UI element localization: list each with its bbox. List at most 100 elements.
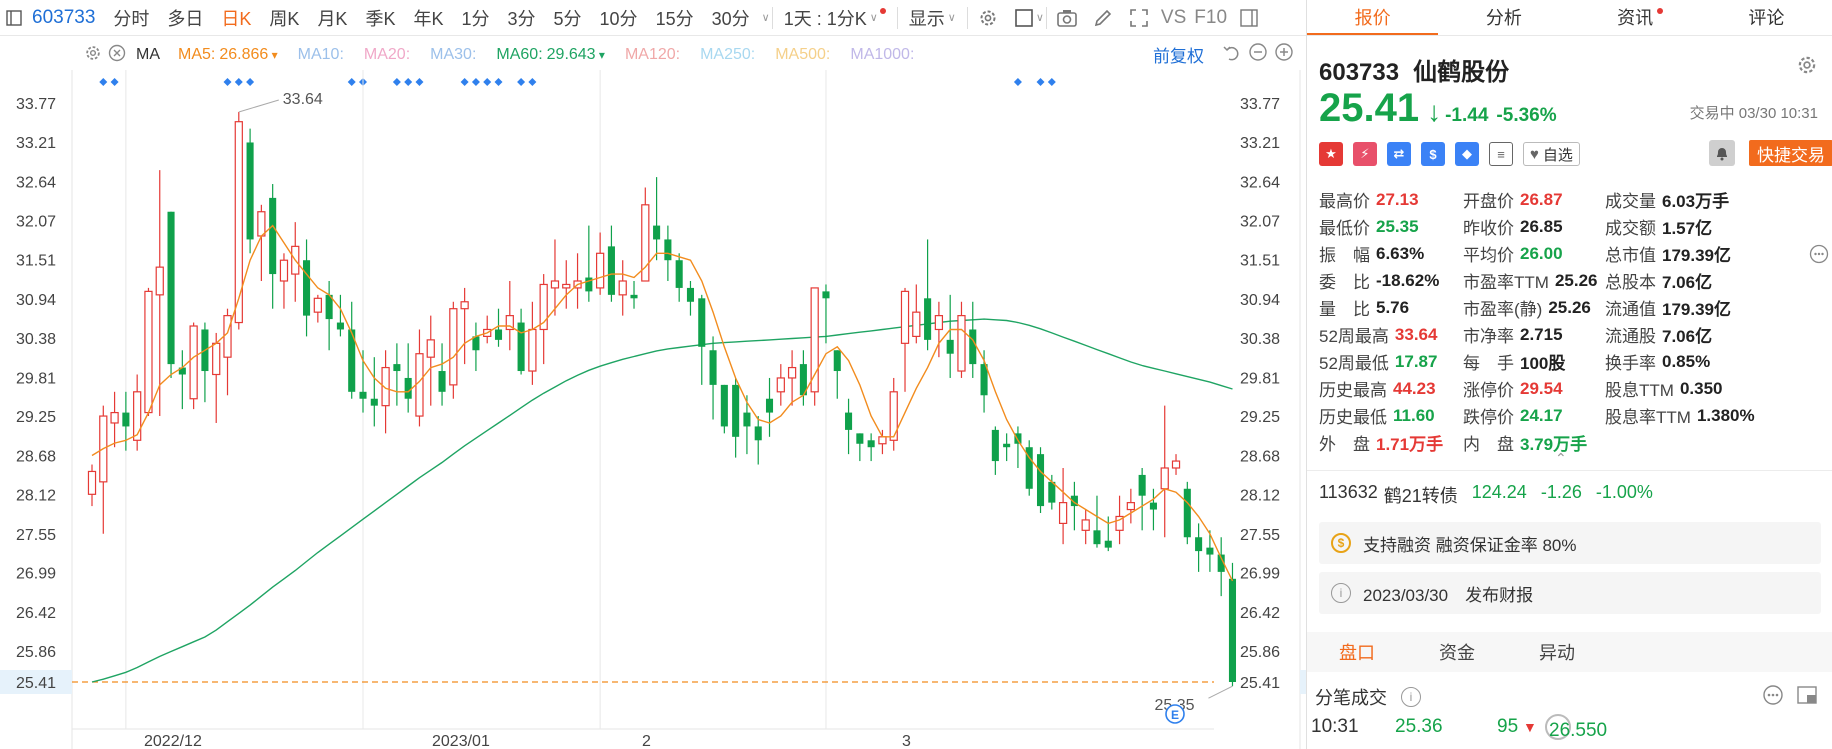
candle[interactable]: [460, 287, 469, 365]
candle[interactable]: [1104, 516, 1112, 552]
candle[interactable]: [234, 112, 243, 330]
camera-icon[interactable]: [1056, 7, 1078, 29]
candle[interactable]: [133, 374, 142, 451]
candle[interactable]: [900, 287, 910, 392]
ma-item[interactable]: MA250:: [700, 46, 755, 64]
candle[interactable]: [539, 274, 548, 365]
candle[interactable]: [787, 350, 797, 406]
candle[interactable]: [494, 308, 503, 347]
add-favorite-button[interactable]: ♥ 自选: [1523, 142, 1580, 166]
dock-icon[interactable]: [1796, 684, 1818, 711]
bottom-tab[interactable]: 资金: [1439, 643, 1475, 663]
candle[interactable]: [144, 287, 153, 417]
candle[interactable]: [765, 377, 774, 437]
event-marker-icon[interactable]: [404, 78, 413, 86]
candle[interactable]: [472, 322, 480, 372]
candle[interactable]: [269, 184, 277, 309]
ma-close-icon[interactable]: [108, 44, 126, 67]
event-marker-icon[interactable]: [471, 78, 480, 86]
candle[interactable]: [732, 377, 740, 458]
layout-box-icon[interactable]: [1013, 7, 1035, 29]
adjust-mode-button[interactable]: 前复权: [1153, 47, 1204, 66]
candle[interactable]: [303, 239, 311, 337]
candle[interactable]: [1195, 523, 1203, 572]
event-marker-icon[interactable]: [223, 78, 232, 86]
ma-item[interactable]: MA10:: [298, 46, 344, 64]
candle[interactable]: [776, 364, 785, 406]
candle[interactable]: [867, 433, 875, 462]
chevron-down-icon[interactable]: ∨: [761, 12, 770, 24]
candle[interactable]: [845, 398, 853, 455]
event-marker-icon[interactable]: [246, 78, 255, 86]
period-tab[interactable]: 日K: [221, 8, 252, 29]
candle[interactable]: [122, 391, 130, 451]
ma-item[interactable]: MA500:: [775, 46, 830, 64]
margin-info-box[interactable]: $ 支持融资 融资保证金率 80%: [1319, 522, 1821, 564]
candle[interactable]: [393, 343, 401, 406]
event-marker-icon[interactable]: [415, 78, 424, 86]
period-tab[interactable]: 月K: [317, 8, 348, 29]
candle[interactable]: [1183, 481, 1191, 545]
candle[interactable]: [1160, 405, 1169, 538]
period-tab[interactable]: 1分: [461, 8, 490, 29]
candle[interactable]: [991, 426, 999, 475]
candle[interactable]: [630, 280, 638, 309]
vs-compare-button[interactable]: VS: [1160, 6, 1187, 28]
event-marker-icon[interactable]: [483, 78, 492, 86]
candle[interactable]: [370, 357, 378, 427]
candle[interactable]: [810, 287, 819, 406]
candle[interactable]: [517, 308, 525, 375]
stock-code-label[interactable]: 603733: [32, 6, 96, 28]
collapse-panel-icon[interactable]: [1238, 7, 1260, 29]
candle[interactable]: [1093, 495, 1101, 548]
candle[interactable]: [946, 294, 954, 378]
fullscreen-icon[interactable]: [1128, 7, 1150, 29]
display-selector[interactable]: 显示 ∨: [900, 0, 965, 36]
candle[interactable]: [912, 284, 921, 344]
ma-item[interactable]: MA5: 26.866 ▾: [178, 46, 278, 64]
pencil-icon[interactable]: [1092, 7, 1114, 29]
candle[interactable]: [585, 225, 593, 302]
candle[interactable]: [1081, 509, 1090, 545]
ma-item[interactable]: MA60: 29.643 ▾: [496, 46, 605, 64]
candle[interactable]: [653, 177, 661, 261]
candle[interactable]: [799, 350, 807, 406]
candle[interactable]: [618, 260, 627, 316]
candle[interactable]: [550, 239, 560, 316]
ma-settings-gear-icon[interactable]: [84, 44, 102, 67]
period-tab[interactable]: 周K: [269, 8, 300, 29]
bell-icon[interactable]: [1709, 140, 1735, 166]
candle[interactable]: [201, 322, 209, 403]
candle[interactable]: [709, 336, 717, 420]
candle[interactable]: [438, 343, 446, 406]
candle[interactable]: [607, 225, 615, 302]
period-tab[interactable]: 多日: [167, 8, 204, 29]
settings-gear-icon[interactable]: [977, 7, 999, 29]
candle[interactable]: [325, 280, 333, 351]
candle[interactable]: [381, 350, 390, 434]
candle[interactable]: [178, 350, 186, 410]
candle[interactable]: [1206, 530, 1214, 572]
candle[interactable]: [924, 239, 932, 351]
event-e-icon[interactable]: [1165, 704, 1185, 724]
ma-item[interactable]: MA20:: [364, 46, 410, 64]
candle[interactable]: [279, 253, 289, 309]
shuffle-icon[interactable]: ⇄: [1387, 142, 1411, 166]
period-tab[interactable]: 年K: [413, 8, 444, 29]
more-options-icon[interactable]: [1809, 244, 1829, 269]
candle[interactable]: [291, 222, 300, 302]
candle[interactable]: [87, 464, 97, 507]
candle[interactable]: [675, 253, 683, 302]
event-marker-icon[interactable]: [517, 78, 526, 86]
candle[interactable]: [833, 350, 841, 399]
more-options-icon[interactable]: [1762, 684, 1784, 711]
candle[interactable]: [686, 280, 695, 316]
candle[interactable]: [934, 301, 944, 358]
event-marker-icon[interactable]: [110, 78, 119, 86]
candle[interactable]: [505, 280, 514, 351]
candle[interactable]: [426, 315, 435, 406]
china-flag-icon[interactable]: ★: [1319, 142, 1343, 166]
kline-chart[interactable]: 33.77 33.77 33.21 33.21 32.64 32.64 32.07 32.07…: [0, 70, 1306, 749]
candle[interactable]: [889, 377, 898, 451]
panel-tab[interactable]: 评论: [1701, 0, 1832, 35]
